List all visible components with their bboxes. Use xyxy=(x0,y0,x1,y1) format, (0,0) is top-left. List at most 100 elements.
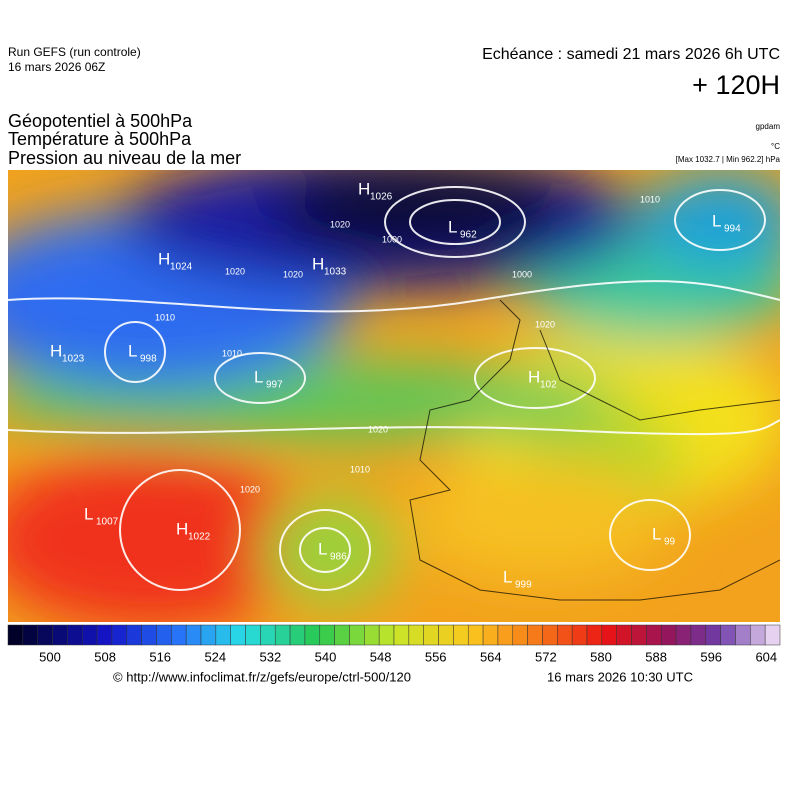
colorbar-label: 540 xyxy=(315,649,337,664)
center-letter: H xyxy=(358,179,370,198)
colorbar-cell xyxy=(171,624,187,646)
colorbar-cell xyxy=(586,624,603,646)
center-value: 999 xyxy=(515,580,532,591)
colorbar-cell xyxy=(557,624,573,646)
isobar-label: 1020 xyxy=(535,319,555,329)
center-letter: L xyxy=(254,367,263,386)
colorbar-cell xyxy=(720,624,736,646)
colorbar-cell xyxy=(274,624,291,646)
center-letter: L xyxy=(128,341,137,360)
colorbar-cell xyxy=(349,624,365,646)
colorbar-cell xyxy=(96,624,113,646)
colorbar-cell xyxy=(52,624,68,646)
colorbar-cell xyxy=(527,624,543,646)
title: Température à 500hPa xyxy=(8,129,192,149)
colorbar-label: 532 xyxy=(260,649,282,664)
colorbar-cell xyxy=(393,624,410,646)
isobar-label: 1020 xyxy=(368,424,388,434)
colorbar-label: 556 xyxy=(425,649,447,664)
colorbar-cell xyxy=(601,624,617,646)
isobar-label: 1010 xyxy=(222,348,242,358)
colorbar-label: 596 xyxy=(700,649,722,664)
colorbar-cell xyxy=(230,624,246,646)
center-value: 1033 xyxy=(324,267,347,278)
isobar-label: 1020 xyxy=(283,269,303,279)
colorbar-cell xyxy=(423,624,439,646)
colorbar-cell xyxy=(334,624,350,646)
colorbar-cell xyxy=(542,624,558,646)
center-value: 962 xyxy=(460,230,477,241)
colorbar-cell xyxy=(200,624,217,646)
colorbar-cell xyxy=(260,624,276,646)
isobar-label: 1000 xyxy=(512,269,532,279)
colorbar-label: 524 xyxy=(204,649,226,664)
colorbar-cell xyxy=(705,624,721,646)
center-value: 994 xyxy=(724,224,741,235)
colorbar-cell xyxy=(735,624,751,646)
colorbar-label: 580 xyxy=(590,649,612,664)
colorbar-cell xyxy=(690,624,707,646)
footer-url: © http://www.infoclimat.fr/z/gefs/europe… xyxy=(113,669,411,684)
run-date: 16 mars 2026 06Z xyxy=(8,60,105,74)
center-letter: L xyxy=(84,504,93,523)
center-value: 102 xyxy=(540,380,557,391)
center-letter: H xyxy=(158,249,170,268)
colorbar-label: 508 xyxy=(94,649,116,664)
colorbar-cell xyxy=(37,624,53,646)
colorbar-cell xyxy=(364,624,380,646)
colorbar-cell xyxy=(660,624,677,646)
colorbar-label: 548 xyxy=(370,649,392,664)
center-letter: L xyxy=(503,567,512,586)
colorbar-cell xyxy=(616,624,632,646)
center-value: 997 xyxy=(266,380,283,391)
isobar-label: 1020 xyxy=(225,266,245,276)
colorbar-cell xyxy=(7,624,24,646)
colorbar-cell xyxy=(631,624,647,646)
colorbar-label: 500 xyxy=(39,649,61,664)
isobar-label: 1010 xyxy=(640,194,660,204)
colorbar-cell xyxy=(289,624,306,646)
center-value: 1007 xyxy=(96,517,119,528)
echeance: Echéance : samedi 21 mars 2026 6h UTC xyxy=(482,46,780,63)
center-letter: L xyxy=(318,539,327,558)
colorbar-cell xyxy=(319,624,335,646)
colorbar-label: 604 xyxy=(755,649,777,664)
center-value: 1024 xyxy=(170,262,193,273)
colorbar-cell xyxy=(245,624,261,646)
center-letter: H xyxy=(528,367,540,386)
center-value: 1026 xyxy=(370,192,393,203)
colorbar-cell xyxy=(67,624,83,646)
max-min: [Max 1032.7 | Min 962.2] hPa xyxy=(676,155,781,164)
center-value: 99 xyxy=(664,537,676,548)
colorbar-cell xyxy=(304,624,321,646)
colorbar-cell xyxy=(185,624,202,646)
center-value: 1022 xyxy=(188,532,211,543)
unit: °C xyxy=(771,142,780,151)
center-letter: L xyxy=(448,217,457,236)
isobar-label: 1000 xyxy=(382,234,402,244)
colorbar-cell xyxy=(497,624,514,646)
colorbar-cell xyxy=(215,624,231,646)
colorbar-cell xyxy=(750,624,766,646)
isobar-label: 1020 xyxy=(240,484,260,494)
colorbar-cell xyxy=(764,624,781,646)
colorbar-cell xyxy=(81,624,98,646)
colorbar-cell xyxy=(512,624,528,646)
colorbar-label: 516 xyxy=(149,649,171,664)
credit: gpdam xyxy=(756,122,781,131)
center-value: 998 xyxy=(140,354,157,365)
colorbar-label: 564 xyxy=(480,649,502,664)
colorbar-cell xyxy=(408,624,424,646)
colorbar-cell xyxy=(141,624,157,646)
lead-time: + 120H xyxy=(692,70,780,100)
center-letter: L xyxy=(652,524,661,543)
colorbar-cell xyxy=(646,624,662,646)
isobar-label: 1010 xyxy=(155,312,175,322)
colorbar-label: 572 xyxy=(535,649,557,664)
center-letter: H xyxy=(50,341,62,360)
colorbar-cell xyxy=(22,624,38,646)
center-value: 986 xyxy=(330,552,347,563)
colorbar-cell xyxy=(378,624,395,646)
isobar-label: 1020 xyxy=(330,219,350,229)
